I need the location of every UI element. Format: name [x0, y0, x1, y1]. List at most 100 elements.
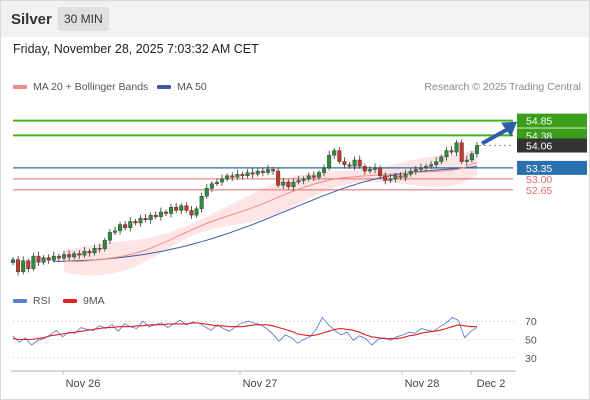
- candle-body: [418, 167, 423, 170]
- candle-body: [77, 253, 82, 256]
- candle-body: [322, 167, 327, 173]
- candle-body: [286, 181, 291, 187]
- candle-body: [347, 164, 352, 167]
- candle-body: [352, 159, 357, 167]
- x-tick-label: Nov 26: [66, 378, 101, 390]
- ma20-label: MA 20 + Bollinger Bands: [33, 81, 149, 93]
- candle-body: [276, 170, 281, 186]
- candle-body: [204, 188, 209, 197]
- x-tick-label: Nov 27: [243, 378, 278, 390]
- candle-body: [316, 172, 321, 178]
- candle-body: [31, 255, 36, 269]
- candle-body: [332, 150, 337, 156]
- candle-body: [271, 169, 276, 172]
- candle-body: [133, 221, 138, 224]
- candle-body: [281, 181, 286, 186]
- candle-body: [51, 255, 56, 261]
- candle-body: [209, 183, 214, 189]
- candle-body: [235, 173, 240, 178]
- candle-body: [148, 214, 153, 221]
- candle-body: [21, 260, 26, 273]
- candle-body: [311, 175, 316, 178]
- candle-body: [174, 207, 179, 211]
- candle-body: [102, 240, 107, 250]
- candle-body: [439, 156, 444, 162]
- candle-body: [41, 257, 46, 263]
- candle-body: [179, 205, 184, 211]
- candle-body: [383, 175, 388, 181]
- candle-body: [398, 175, 403, 178]
- candle-body: [342, 161, 347, 165]
- candle-body: [143, 218, 148, 221]
- candle-body: [388, 178, 393, 181]
- candle-body: [296, 180, 301, 183]
- level-label-54.85: 54.85: [526, 116, 552, 128]
- timeframe-button[interactable]: 30 MIN: [58, 7, 109, 31]
- candle-body: [87, 251, 92, 254]
- candle-body: [220, 178, 225, 183]
- candle-body: [250, 172, 255, 175]
- candle-body: [378, 167, 383, 176]
- level-label-53.00: 53.00: [526, 174, 552, 186]
- candle-body: [199, 196, 204, 210]
- candle-body: [373, 167, 378, 170]
- rsi-swatch: [13, 299, 27, 303]
- candle-body: [61, 254, 66, 259]
- candle-body: [10, 259, 15, 263]
- candle-body: [194, 208, 199, 216]
- candle-body: [403, 173, 408, 178]
- candle-body: [367, 169, 372, 172]
- candle-body: [459, 142, 464, 162]
- level-tag-54.85: [517, 113, 587, 128]
- candle-body: [475, 145, 480, 154]
- top-bar: Silver 30 MIN: [1, 1, 589, 37]
- candle-body: [123, 224, 128, 228]
- candle-body: [393, 175, 398, 180]
- candle-body: [357, 159, 362, 167]
- candle-body: [138, 218, 143, 224]
- candle-body: [260, 170, 265, 173]
- candle-body: [107, 232, 112, 241]
- candle-body: [469, 153, 474, 161]
- candle-body: [444, 150, 449, 158]
- candle-body: [291, 181, 296, 187]
- rsi-tick-label: 30: [525, 353, 537, 365]
- forecast-arrow-shaft: [481, 127, 508, 146]
- candle-body: [408, 170, 413, 175]
- candle-body: [454, 142, 459, 153]
- x-tick-label: Nov 28: [405, 378, 440, 390]
- candle-body: [97, 247, 102, 250]
- candle-body: [46, 257, 51, 261]
- candle-body: [153, 214, 158, 217]
- candle-body: [255, 170, 260, 175]
- legend-rsi: RSI: [13, 295, 51, 307]
- candle-body: [82, 251, 87, 256]
- candle-body: [424, 166, 429, 169]
- candle-body: [163, 211, 168, 214]
- candle-body: [337, 150, 342, 162]
- candle-body: [128, 221, 133, 228]
- level-label-53.35: 53.35: [526, 163, 552, 175]
- candle-body: [464, 159, 469, 162]
- rsi-ma-line: [12, 322, 477, 341]
- candle-body: [306, 175, 311, 180]
- rsi-ma-swatch: [63, 299, 77, 303]
- ma20-line: [63, 162, 478, 262]
- candle-body: [214, 181, 219, 184]
- ma50-swatch: [157, 85, 171, 89]
- rsi-tick-label: 50: [525, 335, 537, 347]
- candle-body: [169, 207, 174, 214]
- candle-body: [92, 247, 97, 254]
- candle-body: [413, 169, 418, 172]
- candle-body: [245, 172, 250, 176]
- candle-body: [240, 173, 245, 176]
- timestamp: Friday, November 28, 2025 7:03:32 AM CET: [13, 42, 259, 56]
- bollinger-band: [63, 149, 477, 276]
- candle-body: [72, 253, 77, 258]
- rsi-tick-label: 70: [525, 316, 537, 328]
- level-label-54.06: 54.06: [526, 141, 552, 153]
- candle-body: [429, 164, 434, 167]
- candle-body: [301, 178, 306, 181]
- legend-ma50: MA 50: [157, 81, 207, 93]
